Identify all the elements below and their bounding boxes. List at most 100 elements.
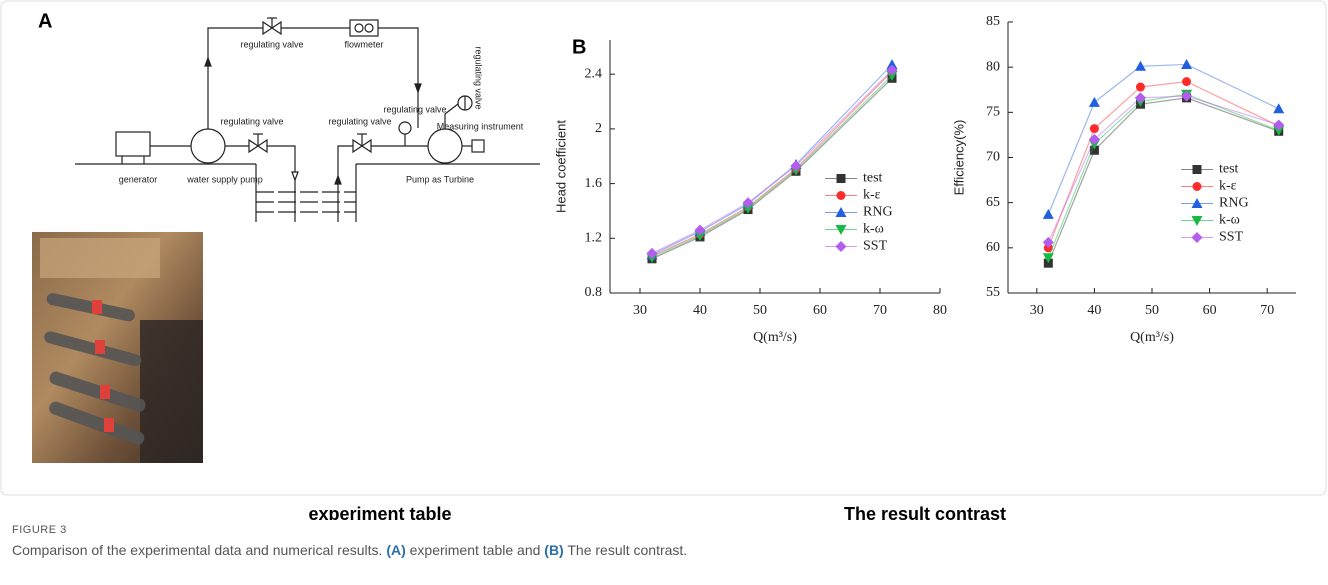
panel-label: B: [572, 36, 586, 58]
x-tick-label: 60: [1203, 303, 1217, 318]
marker: [1273, 125, 1285, 136]
caption-text: experiment table and: [405, 542, 545, 558]
y-tick-label: 1.2: [585, 231, 603, 246]
caption-ref: (B): [544, 542, 564, 558]
marker: [1181, 58, 1193, 69]
diagram-label: water supply pump: [186, 174, 263, 184]
y-tick-label: 70: [986, 150, 1000, 165]
marker: [1273, 119, 1285, 131]
marker: [742, 197, 754, 209]
figure-panels: A B regulating valve flowmeter regulatin…: [0, 0, 1327, 520]
schematic: [75, 17, 540, 222]
series-line: [1047, 95, 1279, 243]
y-tick-label: 2: [595, 121, 602, 136]
series-line: [651, 69, 893, 254]
diagram-label: flowmeter: [344, 39, 383, 49]
panel-caption: experiment table: [308, 504, 451, 520]
x-tick-label: 80: [933, 303, 947, 318]
legend-label: k-ω: [863, 222, 884, 237]
y-tick-label: 65: [986, 195, 1000, 210]
legend-marker: [835, 225, 847, 235]
marker: [1273, 103, 1285, 114]
y-axis-label: Efficiency(%): [951, 120, 966, 196]
legend-label: RNG: [1219, 196, 1249, 211]
legend-marker: [836, 191, 846, 200]
y-axis-label: Head coefficient: [553, 120, 568, 213]
marker: [1042, 208, 1054, 219]
series-line: [1047, 63, 1279, 215]
diagram-label: Measuring instrument: [437, 121, 524, 131]
marker: [1134, 92, 1146, 104]
legend-marker: [1192, 182, 1202, 191]
charts: 30 40 50 60 70 80 0.8 1.2 1.6 2 2.4 Q(m³/s) Head coe…: [553, 14, 1296, 345]
x-tick-label: 70: [1260, 303, 1274, 318]
diagram-label: regulating valve: [383, 104, 446, 114]
diagram-label: regulating valve: [328, 116, 391, 126]
marker: [1181, 90, 1193, 102]
panel-label: A: [38, 10, 52, 32]
marker: [694, 224, 706, 236]
marker: [1042, 253, 1054, 264]
marker: [886, 71, 898, 82]
legend-marker: [835, 241, 847, 252]
panel-border: [0, 0, 1327, 496]
y-tick-label: 80: [986, 59, 1000, 74]
y-tick-label: 85: [986, 14, 1000, 29]
legend-label: SST: [863, 239, 888, 254]
caption-text: The result contrast.: [563, 542, 688, 558]
x-tick-label: 30: [1030, 303, 1044, 318]
marker: [1134, 60, 1146, 71]
caption-ref: (A): [386, 542, 406, 558]
legend-label: k-ε: [1219, 179, 1237, 194]
legend-label: test: [863, 171, 883, 186]
marker: [1089, 145, 1099, 155]
legend-label: k-ω: [1219, 213, 1240, 228]
y-tick-label: 60: [986, 240, 1000, 255]
legend-marker: [835, 207, 847, 217]
diagram-label: regulating valve: [474, 46, 484, 109]
legend-marker: [1192, 165, 1202, 174]
legend-marker: [1191, 198, 1203, 208]
photo: [32, 232, 203, 463]
marker: [886, 59, 898, 70]
y-tick-label: 0.8: [585, 285, 603, 300]
marker: [1088, 96, 1100, 107]
series-line: [651, 64, 893, 256]
legend-label: k-ε: [863, 188, 881, 203]
legend-label: test: [1219, 162, 1239, 177]
marker: [886, 64, 898, 76]
marker: [1182, 77, 1192, 87]
marker: [1088, 133, 1100, 145]
legend-marker: [836, 174, 846, 183]
marker: [1135, 82, 1145, 92]
marker: [742, 203, 754, 214]
figure-caption: Comparison of the experimental data and …: [12, 542, 687, 558]
x-axis-label: Q(m³/s): [753, 330, 797, 345]
marker: [646, 247, 658, 259]
x-tick-label: 60: [813, 303, 827, 318]
panel-caption: The result contrast: [844, 504, 1006, 520]
figure-label: FIGURE 3: [12, 524, 67, 536]
y-tick-label: 55: [986, 285, 1000, 300]
legend-marker: [1191, 232, 1203, 243]
diagram-label: Pump as Turbine: [406, 174, 474, 184]
y-tick-label: 2.4: [585, 66, 603, 81]
diagram-label: regulating valve: [240, 39, 303, 49]
legend-label: RNG: [863, 205, 893, 220]
marker: [694, 231, 706, 242]
series-line: [651, 71, 893, 257]
series-line: [1047, 97, 1279, 264]
diagram-label: generator: [119, 174, 158, 184]
caption-text: Comparison of the experimental data and …: [12, 542, 387, 558]
marker: [1042, 236, 1054, 248]
legend-label: SST: [1219, 230, 1244, 245]
diagram-label: regulating valve: [220, 116, 283, 126]
x-tick-label: 30: [633, 303, 647, 318]
x-tick-label: 70: [873, 303, 887, 318]
y-tick-label: 75: [986, 105, 1000, 120]
x-tick-label: 50: [1145, 303, 1159, 318]
x-tick-label: 40: [693, 303, 707, 318]
x-tick-label: 50: [753, 303, 767, 318]
x-axis-label: Q(m³/s): [1130, 330, 1174, 345]
